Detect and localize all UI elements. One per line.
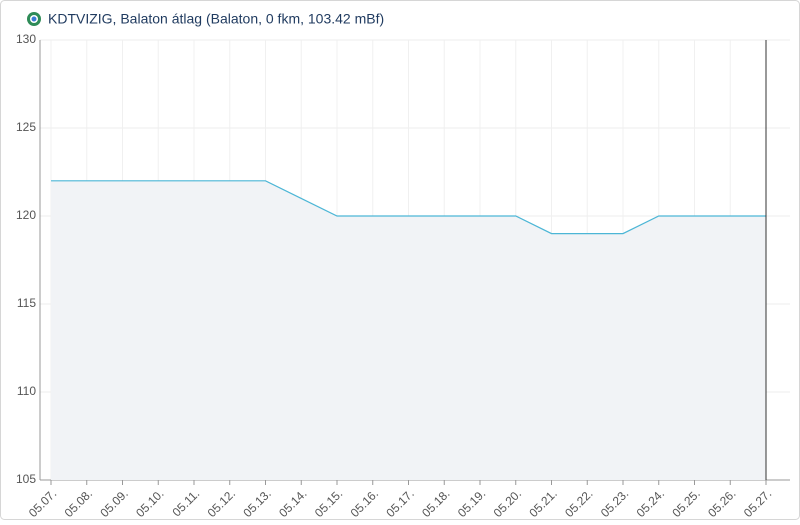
- y-tick-label: 125: [16, 120, 36, 134]
- y-tick-label: 120: [16, 208, 36, 222]
- line: [51, 180, 766, 235]
- y-tick-label: 110: [17, 384, 36, 398]
- y-tick-label: 130: [16, 32, 36, 46]
- y-tick-label: 115: [17, 296, 36, 310]
- chart-title: KDTVIZIG, Balaton átlag (Balaton, 0 fkm,…: [48, 11, 384, 27]
- logo: [27, 12, 41, 26]
- area: [51, 180, 766, 481]
- y-tick-label: 105: [16, 472, 36, 486]
